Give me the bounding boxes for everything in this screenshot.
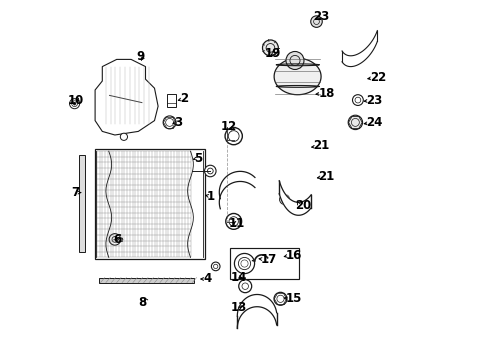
Text: 21: 21 bbox=[318, 170, 334, 183]
Text: 16: 16 bbox=[285, 249, 302, 262]
Circle shape bbox=[228, 131, 239, 141]
Bar bbox=[230, 248, 298, 279]
Circle shape bbox=[262, 40, 278, 56]
Bar bbox=[167, 94, 176, 107]
Circle shape bbox=[285, 51, 304, 69]
Circle shape bbox=[310, 16, 322, 27]
Circle shape bbox=[238, 280, 251, 293]
Circle shape bbox=[347, 115, 362, 130]
Circle shape bbox=[224, 127, 242, 145]
Polygon shape bbox=[274, 58, 321, 95]
Text: 17: 17 bbox=[260, 253, 276, 266]
Circle shape bbox=[120, 133, 127, 140]
Circle shape bbox=[204, 165, 216, 177]
Text: 2: 2 bbox=[179, 93, 187, 105]
Text: 10: 10 bbox=[68, 94, 84, 107]
Text: 11: 11 bbox=[228, 217, 244, 230]
Text: 14: 14 bbox=[230, 271, 247, 284]
Text: 18: 18 bbox=[318, 87, 334, 100]
Circle shape bbox=[279, 194, 289, 204]
Text: 23: 23 bbox=[312, 10, 328, 23]
Circle shape bbox=[73, 102, 76, 105]
Text: 12: 12 bbox=[221, 120, 237, 132]
Bar bbox=[95, 149, 204, 259]
Text: 19: 19 bbox=[264, 47, 280, 60]
Circle shape bbox=[225, 213, 241, 229]
Text: 20: 20 bbox=[294, 199, 310, 212]
Text: 9: 9 bbox=[136, 50, 144, 63]
Bar bbox=[99, 278, 194, 283]
Circle shape bbox=[109, 234, 121, 245]
Circle shape bbox=[211, 262, 220, 271]
Text: 15: 15 bbox=[285, 292, 302, 305]
Text: 22: 22 bbox=[369, 71, 385, 84]
Text: 13: 13 bbox=[230, 301, 246, 314]
Text: 7: 7 bbox=[71, 186, 79, 199]
Circle shape bbox=[163, 116, 176, 129]
Text: 24: 24 bbox=[366, 116, 382, 129]
Circle shape bbox=[69, 99, 80, 109]
Text: 21: 21 bbox=[312, 139, 328, 152]
Circle shape bbox=[299, 202, 309, 212]
Circle shape bbox=[234, 253, 254, 274]
Text: 1: 1 bbox=[206, 190, 214, 203]
Polygon shape bbox=[95, 59, 158, 135]
Bar bbox=[79, 155, 84, 252]
Text: 6: 6 bbox=[113, 233, 121, 246]
Text: 8: 8 bbox=[138, 296, 146, 309]
Text: 23: 23 bbox=[366, 94, 382, 107]
Circle shape bbox=[273, 292, 286, 305]
Circle shape bbox=[352, 95, 363, 105]
Circle shape bbox=[228, 217, 238, 226]
Text: 5: 5 bbox=[194, 152, 202, 165]
Text: 4: 4 bbox=[203, 273, 211, 285]
Text: 3: 3 bbox=[174, 116, 182, 129]
